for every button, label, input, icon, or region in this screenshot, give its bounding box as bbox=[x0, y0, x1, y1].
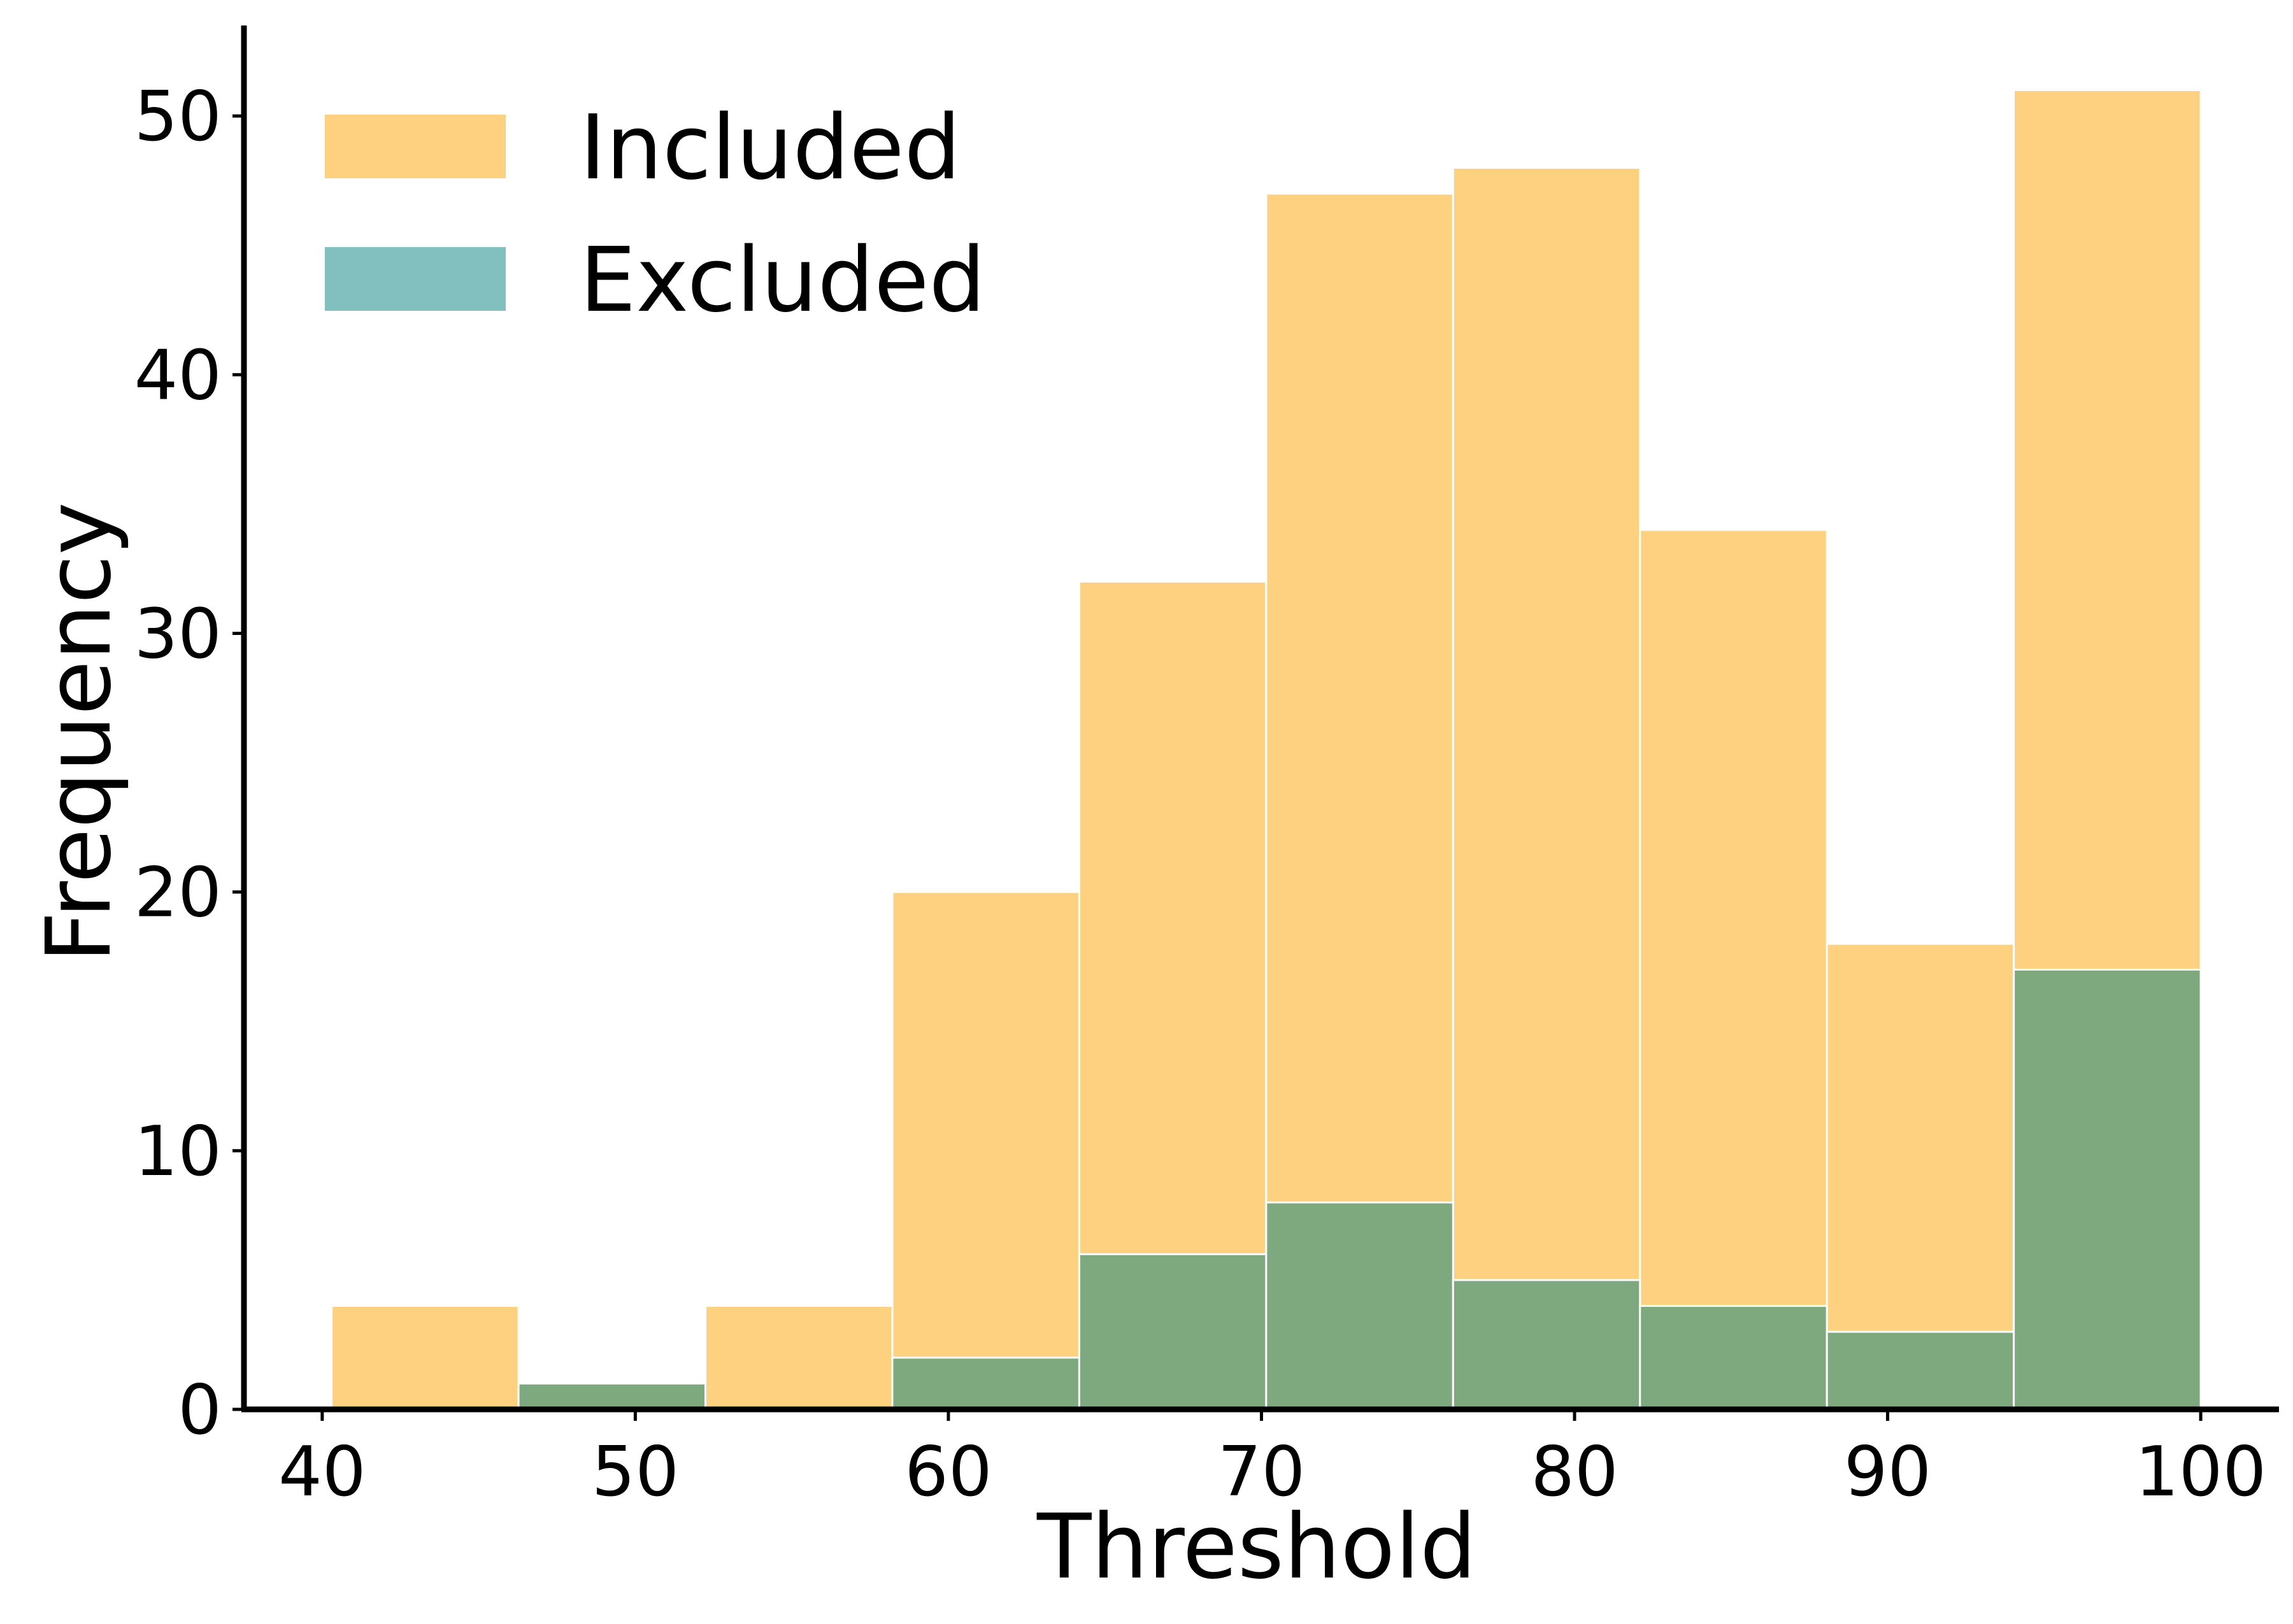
included-bar-8 bbox=[1639, 529, 1828, 1411]
x-ticks: 40 50 60 70 80 90 100 bbox=[278, 1409, 2266, 1512]
included-bar-3 bbox=[704, 1305, 894, 1411]
x-tick-label-60: 60 bbox=[904, 1432, 992, 1512]
included-bar-4 bbox=[891, 891, 1080, 1411]
y-tick-label-50: 50 bbox=[134, 77, 222, 157]
excluded-bar-5 bbox=[1078, 1253, 1268, 1411]
y-tick-label-40: 40 bbox=[134, 336, 222, 415]
y-tick-label-30: 30 bbox=[134, 594, 222, 674]
y-tick-label-10: 10 bbox=[134, 1112, 222, 1192]
included-legend-swatch bbox=[325, 115, 506, 178]
excluded-bar-10 bbox=[2013, 969, 2202, 1411]
excluded-bar-7 bbox=[1452, 1279, 1641, 1411]
included-bar-7 bbox=[1452, 166, 1641, 1411]
excluded-legend-swatch bbox=[325, 247, 506, 311]
y-axis-title: Frequency bbox=[27, 502, 131, 962]
x-tick-label-100: 100 bbox=[2135, 1432, 2266, 1512]
x-tick-label-90: 90 bbox=[1844, 1432, 1931, 1512]
excluded-bar-6 bbox=[1265, 1201, 1454, 1411]
x-axis-title: Threshold bbox=[1036, 1495, 1476, 1599]
included-bar-1 bbox=[331, 1305, 520, 1411]
x-tick-label-50: 50 bbox=[592, 1432, 679, 1512]
excluded-legend-label: Excluded bbox=[580, 229, 985, 332]
excluded-bar-4 bbox=[891, 1357, 1080, 1411]
y-tick-label-20: 20 bbox=[134, 853, 222, 933]
bars-layer bbox=[331, 89, 2202, 1411]
excluded-bar-8 bbox=[1639, 1305, 1828, 1411]
excluded-bar-9 bbox=[1825, 1330, 2015, 1411]
y-tick-label-0: 0 bbox=[178, 1371, 222, 1450]
x-tick-label-40: 40 bbox=[278, 1432, 366, 1512]
legend: Included Excluded bbox=[325, 96, 985, 332]
x-tick-label-70: 70 bbox=[1218, 1432, 1305, 1512]
y-ticks: 0 10 20 30 40 50 bbox=[134, 77, 244, 1450]
x-tick-label-80: 80 bbox=[1531, 1432, 1618, 1512]
included-legend-label: Included bbox=[580, 96, 961, 200]
excluded-bar-2 bbox=[517, 1382, 707, 1411]
